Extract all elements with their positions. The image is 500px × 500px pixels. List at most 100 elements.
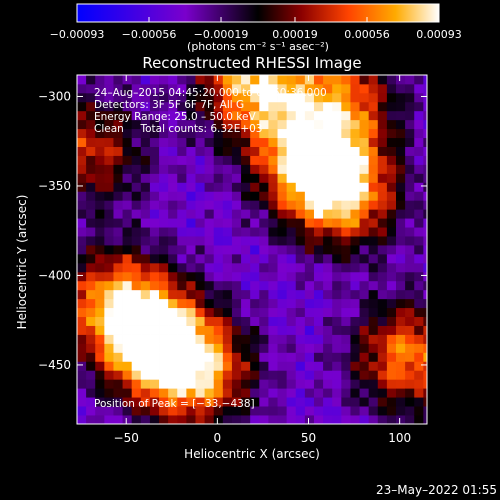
heatmap-cell <box>241 343 251 353</box>
heatmap-cell <box>277 397 288 407</box>
heatmap-cell <box>86 119 96 130</box>
heatmap-cell <box>377 334 388 344</box>
heatmap-cell <box>140 280 151 291</box>
heatmap-cell <box>313 128 324 139</box>
heatmap-cell <box>104 236 114 246</box>
heatmap-cell <box>140 352 151 362</box>
heatmap-cell <box>113 182 123 192</box>
heatmap-cell <box>104 119 114 130</box>
heatmap-cell <box>177 307 187 318</box>
heatmap-cell <box>77 200 87 210</box>
heatmap-cell <box>377 182 388 192</box>
heatmap-cell <box>77 253 87 264</box>
heatmap-cell <box>359 370 370 380</box>
heatmap-cell <box>213 316 224 326</box>
heatmap-cell <box>277 271 288 282</box>
heatmap-cell <box>359 245 370 255</box>
heatmap-cell <box>386 388 397 398</box>
heatmap-cell <box>268 388 278 398</box>
heatmap-cell <box>423 101 427 112</box>
heatmap-cell <box>241 92 251 103</box>
heatmap-cell <box>350 352 360 362</box>
heatmap-cell <box>332 280 342 291</box>
heatmap-cell <box>323 128 333 139</box>
heatmap-cell <box>131 191 142 201</box>
heatmap-cell <box>423 173 427 183</box>
heatmap-cell <box>396 361 406 371</box>
heatmap-cell <box>295 227 306 237</box>
heatmap-cell <box>222 316 233 326</box>
heatmap-cell <box>122 316 133 326</box>
heatmap-cell <box>423 334 427 344</box>
heatmap-cell <box>341 262 351 273</box>
heatmap-cell <box>241 164 251 174</box>
heatmap-cell <box>113 137 123 147</box>
heatmap-cell <box>386 379 397 389</box>
heatmap-cell <box>140 415 151 424</box>
heatmap-cell <box>204 298 215 309</box>
heatmap-cell <box>95 361 105 371</box>
heatmap-cell <box>332 298 342 309</box>
heatmap-cell <box>95 343 105 353</box>
heatmap-cell <box>341 227 351 237</box>
heatmap-cell <box>304 325 315 335</box>
heatmap-cell <box>332 343 342 353</box>
heatmap-cell <box>195 253 206 264</box>
heatmap-cell <box>95 352 105 362</box>
heatmap-cell <box>405 253 415 264</box>
heatmap-cell <box>131 289 142 300</box>
heatmap-cell <box>304 182 315 192</box>
heatmap-cell <box>86 110 96 121</box>
heatmap-cell <box>323 101 333 112</box>
heatmap-cell <box>86 289 96 300</box>
heatmap-cell <box>177 155 187 165</box>
heatmap-cell <box>177 236 187 246</box>
heatmap-cell <box>414 236 424 246</box>
heatmap-cell <box>104 316 114 326</box>
heatmap-cell <box>332 352 342 362</box>
heatmap-cell <box>168 370 178 380</box>
heatmap-cell <box>259 218 269 228</box>
heatmap-cell <box>113 298 123 309</box>
heatmap-cell <box>359 128 370 139</box>
heatmap-cell <box>86 388 96 398</box>
heatmap-cell <box>323 155 333 165</box>
heatmap-cell <box>323 397 333 407</box>
heatmap-cell <box>332 173 342 183</box>
heatmap-cell <box>350 262 360 273</box>
heatmap-cell <box>77 110 87 121</box>
heatmap-cell <box>131 75 142 85</box>
heatmap-cell <box>405 164 415 174</box>
annotation-clean-counts: Clean Total counts: 6.32E+03 <box>94 123 263 135</box>
colorbar-tick-label: 0.00093 <box>416 28 462 41</box>
heatmap-cell <box>204 271 215 282</box>
heatmap-cell <box>250 343 260 353</box>
heatmap-cell <box>241 271 251 282</box>
heatmap-cell <box>149 101 160 112</box>
heatmap-cell <box>332 128 342 139</box>
heatmap-cell <box>332 101 342 112</box>
heatmap-cell <box>95 182 105 192</box>
heatmap-cell <box>159 415 169 424</box>
heatmap-cell <box>295 146 306 156</box>
heatmap-cell <box>332 75 342 85</box>
heatmap-cell <box>277 191 288 201</box>
heatmap-cell <box>286 388 297 398</box>
heatmap-cell <box>377 191 388 201</box>
heatmap-cell <box>168 200 178 210</box>
heatmap-cell <box>77 370 87 380</box>
heatmap-cell <box>414 146 424 156</box>
heatmap-cell <box>159 289 169 300</box>
heatmap-cell <box>359 388 370 398</box>
heatmap-cell <box>222 397 233 407</box>
heatmap-cell <box>77 388 87 398</box>
heatmap-cell <box>140 289 151 300</box>
heatmap-cell <box>140 370 151 380</box>
heatmap-cell <box>122 289 133 300</box>
heatmap-cell <box>204 361 215 371</box>
heatmap-cell <box>377 110 388 121</box>
heatmap-cell <box>140 388 151 398</box>
heatmap-cell <box>231 307 242 318</box>
heatmap-cell <box>140 325 151 335</box>
heatmap-cell <box>149 370 160 380</box>
